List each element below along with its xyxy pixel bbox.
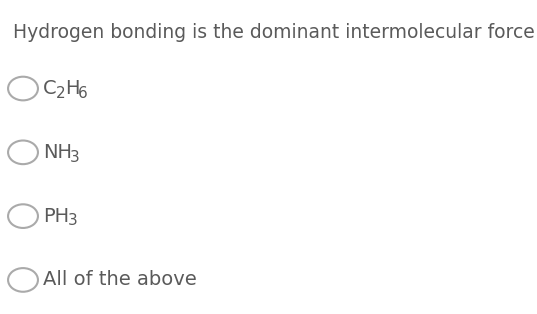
Text: 2: 2: [55, 86, 65, 101]
Text: 6: 6: [78, 86, 88, 101]
Text: H: H: [64, 79, 79, 98]
Text: 3: 3: [67, 213, 77, 228]
Text: C: C: [42, 79, 56, 98]
Text: Hydrogen bonding is the dominant intermolecular force in: Hydrogen bonding is the dominant intermo…: [13, 23, 537, 42]
Text: All of the above: All of the above: [42, 270, 197, 290]
Text: NH: NH: [42, 143, 71, 162]
Text: PH: PH: [42, 207, 69, 226]
Text: 3: 3: [70, 149, 80, 165]
